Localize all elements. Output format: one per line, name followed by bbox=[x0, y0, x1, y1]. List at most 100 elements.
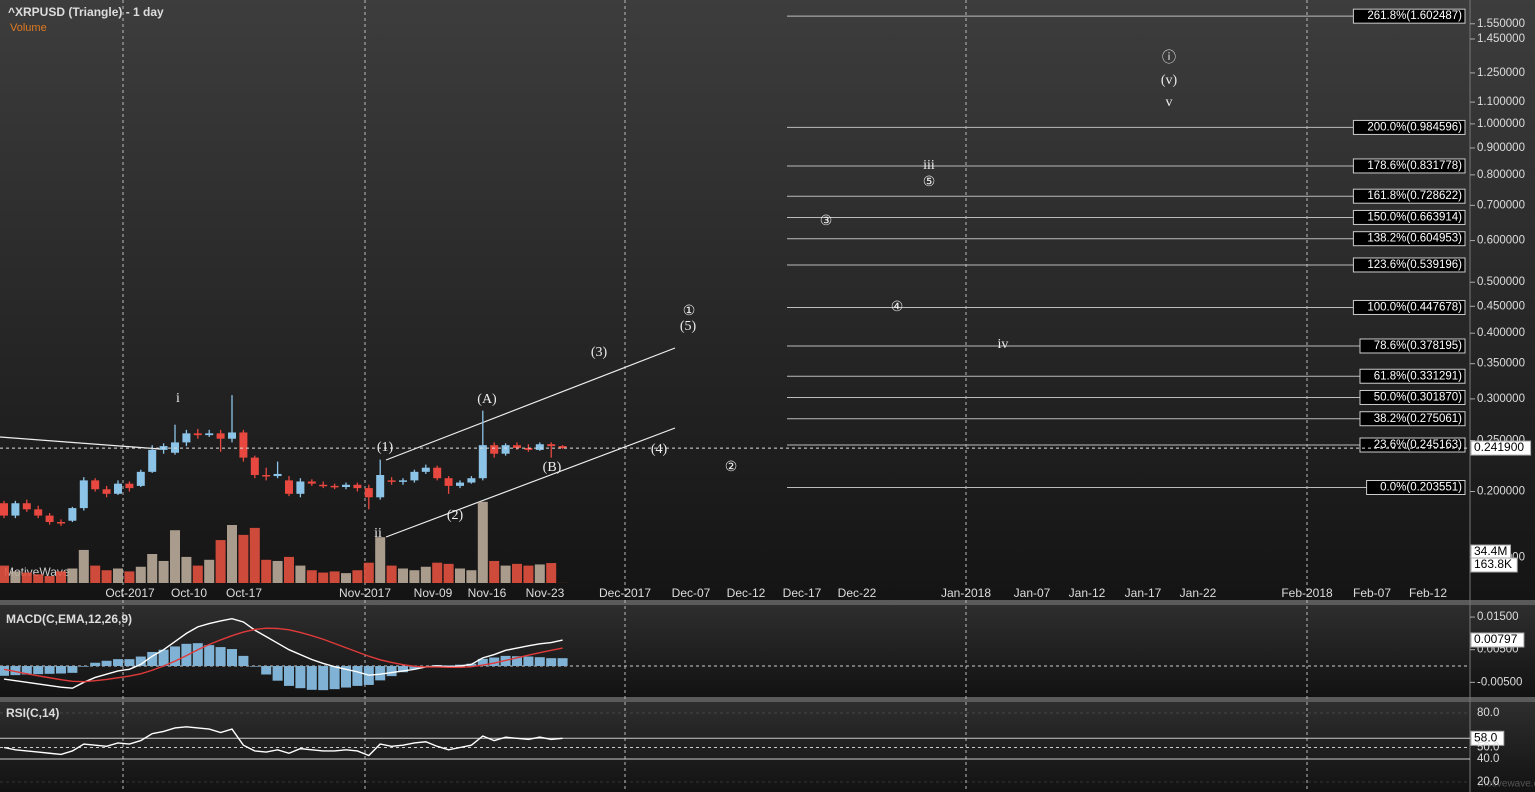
y-tick-label: 0.350000 bbox=[1477, 358, 1525, 370]
volume-bar bbox=[512, 563, 522, 583]
macd-histogram-bar bbox=[523, 656, 534, 667]
candle-body bbox=[11, 503, 20, 516]
candle-body bbox=[79, 480, 88, 509]
x-tick-label: Nov-2017 bbox=[339, 586, 391, 600]
macd-histogram-bar bbox=[10, 666, 21, 676]
fib-label: 61.8%(0.331291) bbox=[1374, 370, 1462, 382]
volume-bar bbox=[341, 573, 351, 583]
macd-histogram-bar bbox=[318, 666, 329, 691]
macd-histogram-bar bbox=[67, 666, 78, 673]
fib-label-box bbox=[1359, 338, 1466, 354]
x-tick-label: Feb-07 bbox=[1353, 586, 1391, 600]
volume-bar bbox=[443, 563, 454, 583]
volume-bar bbox=[432, 562, 443, 583]
y-tick-label: 0.200000 bbox=[1477, 486, 1525, 498]
candle-body bbox=[285, 480, 293, 494]
x-tick-label: Oct-10 bbox=[171, 586, 207, 600]
candle-body bbox=[68, 508, 77, 521]
volume-bar bbox=[261, 559, 272, 583]
macd-histogram-bar bbox=[534, 657, 545, 667]
candle-body bbox=[228, 432, 236, 439]
volume-bar bbox=[101, 570, 112, 583]
x-tick-label: Feb-12 bbox=[1409, 586, 1447, 600]
fib-label-box bbox=[1366, 480, 1466, 496]
macd-histogram-bar bbox=[44, 666, 55, 674]
macd-histogram-bar bbox=[147, 651, 158, 667]
wave-label: iv bbox=[998, 337, 1009, 352]
fib-label-box bbox=[1359, 368, 1466, 384]
macd-histogram-bar bbox=[113, 659, 123, 667]
candle-body bbox=[125, 483, 134, 489]
y-tick-label: 0.900000 bbox=[1477, 142, 1525, 154]
macd-histogram-bar bbox=[78, 666, 89, 667]
volume-bar bbox=[523, 565, 534, 583]
volume-bar bbox=[181, 556, 192, 583]
volume-bar bbox=[272, 560, 283, 583]
candle-body bbox=[216, 433, 225, 439]
volume-bar bbox=[318, 572, 329, 583]
candle-body bbox=[535, 444, 544, 450]
y-tick-label: 50.0 bbox=[1477, 742, 1499, 754]
volume-bar bbox=[90, 565, 101, 583]
fib-label: 23.6%(0.245163) bbox=[1374, 439, 1462, 451]
volume-bar bbox=[192, 565, 203, 583]
volume-label: 163.8K bbox=[1474, 557, 1512, 571]
candle-body bbox=[136, 471, 145, 486]
volume-bar bbox=[170, 530, 180, 583]
y-tick-label: 40.0 bbox=[1477, 753, 1499, 765]
wave-label: (2) bbox=[447, 508, 464, 523]
candle-body bbox=[307, 481, 316, 484]
wave-label: (A) bbox=[477, 392, 497, 407]
y-tick-label: 58.0 bbox=[1474, 730, 1498, 744]
volume-bar bbox=[238, 534, 249, 583]
volume-bar bbox=[534, 564, 545, 583]
macd-histogram-bar bbox=[409, 666, 420, 669]
candle-body bbox=[45, 515, 54, 523]
x-tick-label: Dec-17 bbox=[783, 586, 822, 600]
fib-label-box bbox=[1352, 188, 1466, 204]
volume-bar bbox=[363, 562, 374, 583]
macd-histogram-bar bbox=[352, 666, 363, 686]
y-tick-label: 0.500000 bbox=[1477, 276, 1525, 288]
candle-body bbox=[102, 489, 111, 494]
macd-histogram-bar bbox=[135, 656, 146, 667]
candle-body bbox=[501, 445, 510, 454]
y-tick-label: 1.250000 bbox=[1477, 67, 1525, 79]
volume-bar bbox=[398, 568, 408, 583]
volume-bar bbox=[124, 571, 135, 583]
macd-histogram-bar bbox=[33, 666, 44, 675]
macd-line bbox=[3, 627, 563, 683]
macd-histogram-bar bbox=[295, 666, 306, 689]
candle-body bbox=[34, 509, 43, 516]
wave-label: v bbox=[1166, 95, 1173, 110]
macd-histogram-bar bbox=[227, 649, 237, 667]
macd-histogram-bar bbox=[158, 649, 169, 667]
candle-body bbox=[558, 446, 567, 449]
rsi-line bbox=[3, 726, 563, 757]
macd-histogram-bar bbox=[101, 660, 112, 667]
macd-histogram-bar bbox=[56, 666, 66, 674]
y-tick-label: 80.0 bbox=[1477, 707, 1499, 719]
volume-bar bbox=[147, 554, 158, 583]
volume-bar bbox=[33, 574, 44, 583]
candle-body bbox=[513, 445, 521, 448]
macd-histogram-bar bbox=[284, 666, 294, 686]
x-tick-label: Jan-12 bbox=[1069, 586, 1106, 600]
candle-body bbox=[547, 444, 556, 447]
fib-label-box bbox=[1352, 8, 1466, 24]
macd-histogram-bar bbox=[375, 666, 386, 681]
footer-watermark: motivewave.com bbox=[1478, 779, 1535, 790]
price-pane bbox=[0, 0, 1535, 600]
fib-label: 123.6%(0.539196) bbox=[1367, 259, 1462, 271]
volume-bar bbox=[329, 571, 340, 583]
macd-histogram-bar bbox=[306, 666, 317, 690]
candle-body bbox=[376, 475, 385, 498]
volume-bar bbox=[489, 560, 500, 583]
volume-bar bbox=[466, 570, 477, 583]
volume-label-box bbox=[1470, 557, 1518, 573]
candle-body bbox=[421, 467, 430, 472]
macd-histogram-bar bbox=[90, 662, 101, 667]
wave-label: ii bbox=[374, 526, 382, 541]
watermark: MotiveWave bbox=[4, 565, 70, 579]
